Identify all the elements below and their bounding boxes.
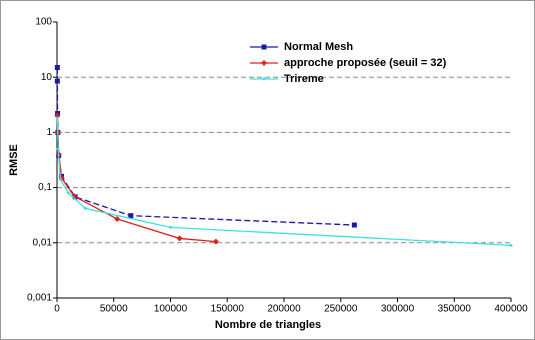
data-point bbox=[54, 78, 60, 84]
series-line bbox=[56, 67, 355, 226]
legend-marker bbox=[261, 44, 267, 50]
data-point bbox=[509, 243, 513, 247]
legend-marker bbox=[261, 60, 267, 66]
data-point bbox=[58, 178, 62, 182]
data-point bbox=[169, 225, 172, 229]
data-point bbox=[351, 222, 357, 228]
data-point bbox=[66, 191, 70, 195]
y-tick-label: 100 bbox=[35, 17, 52, 28]
x-tick-label: 50000 bbox=[100, 304, 128, 315]
legend-label: Trireme bbox=[284, 73, 324, 85]
y-tick-label: 0,001 bbox=[27, 293, 52, 304]
data-point bbox=[71, 193, 78, 200]
y-tick-label: 0,01 bbox=[33, 237, 53, 248]
y-tick-label: 0,1 bbox=[38, 182, 52, 193]
y-axis-title: RMSE bbox=[8, 144, 20, 176]
data-point bbox=[55, 116, 59, 120]
x-tick-label: 200000 bbox=[267, 304, 301, 315]
x-tick-label: 350000 bbox=[438, 304, 472, 315]
data-point bbox=[128, 213, 134, 219]
data-point bbox=[56, 147, 60, 151]
x-tick-label: 0 bbox=[54, 304, 60, 315]
data-point bbox=[114, 215, 121, 222]
y-tick-label: 1 bbox=[46, 127, 52, 138]
data-point bbox=[83, 206, 87, 210]
data-point bbox=[54, 112, 61, 119]
x-tick-label: 100000 bbox=[154, 304, 188, 315]
data-point bbox=[212, 238, 219, 245]
legend-label: approche proposée (seuil = 32) bbox=[284, 57, 447, 69]
legend-marker bbox=[262, 77, 266, 81]
x-tick-label: 150000 bbox=[211, 304, 245, 315]
data-point bbox=[176, 235, 183, 242]
legend-label: Normal Mesh bbox=[284, 41, 353, 53]
x-tick-label: 300000 bbox=[381, 304, 415, 315]
x-tick-label: 250000 bbox=[324, 304, 358, 315]
data-point bbox=[54, 64, 60, 70]
x-axis-title: Nombre de triangles bbox=[215, 319, 321, 331]
y-tick-label: 10 bbox=[41, 72, 53, 83]
x-tick-label: 400000 bbox=[494, 304, 528, 315]
